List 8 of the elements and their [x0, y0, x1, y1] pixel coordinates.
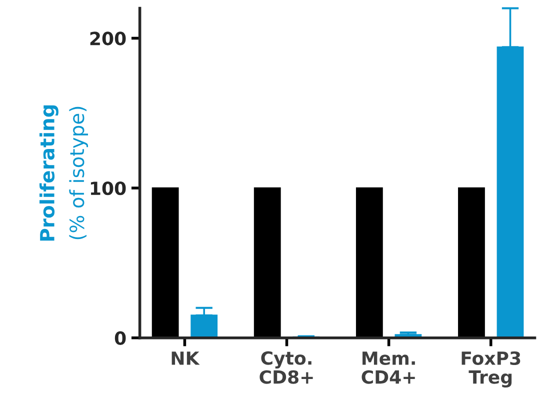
x-tick-label: Mem. CD4+ — [362, 352, 415, 384]
y-axis-title: Proliferating (% of isotype) — [39, 105, 88, 241]
x-tick-label: FoxP3 Treg — [462, 351, 520, 388]
x-tick-label: NK — [172, 352, 200, 365]
y-tick-label: 0 — [114, 331, 126, 345]
y-tick-label: 100 — [90, 181, 126, 196]
x-tick-label: Cyto. CD8+ — [260, 351, 313, 384]
y-tick-label: 200 — [90, 32, 126, 46]
